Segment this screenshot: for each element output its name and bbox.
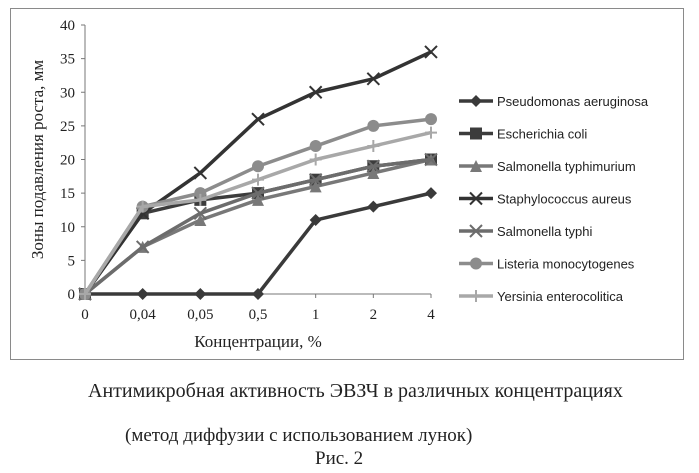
data-point-5-3: [252, 160, 264, 172]
y-tick-label: 0: [68, 287, 76, 303]
legend-label-4: Salmonella typhi: [497, 224, 592, 239]
x-tick-label: 0: [81, 307, 89, 323]
chart-frame: 0 5 10 15 20 25 30 35 40 0 0,04 0,05 0,5 1 2 4 Концентра…: [10, 8, 684, 360]
x-axis-title: Концентрации, %: [194, 332, 321, 351]
data-point-5-5: [367, 120, 379, 132]
series-line-6: [85, 133, 431, 294]
x-tick-label: 1: [312, 307, 320, 323]
y-axis-title: Зоны подавления роста, мм: [28, 60, 47, 260]
legend-marker-1: [470, 128, 482, 140]
legend-marker-6: [470, 290, 482, 302]
data-point-6-3: [252, 174, 264, 186]
x-tick-label: 4: [427, 307, 435, 323]
y-tick-label: 20: [60, 153, 75, 169]
data-point-5-4: [310, 140, 322, 152]
data-point-3-6: [425, 46, 437, 58]
y-tick-label: 40: [60, 18, 75, 34]
legend-label-6: Yersinia enterocolitica: [497, 289, 624, 304]
legend-marker-0: [470, 95, 482, 107]
y-tick-label: 15: [60, 186, 75, 202]
data-point-6-4: [310, 154, 322, 166]
x-tick-label: 2: [370, 307, 378, 323]
data-point-6-6: [425, 127, 437, 139]
data-point-3-2: [194, 167, 206, 179]
y-tick-label: 30: [60, 85, 75, 101]
legend-label-2: Salmonella typhimurium: [497, 159, 636, 174]
legend-label-3: Staphylococcus aureus: [497, 192, 632, 207]
y-tick-label: 10: [60, 220, 75, 236]
data-point-5-6: [425, 113, 437, 125]
x-tick-label: 0,04: [130, 307, 157, 323]
data-point-6-5: [367, 140, 379, 152]
x-tick-label: 0,5: [249, 307, 268, 323]
data-point-0-1: [137, 288, 149, 300]
data-point-3-3: [252, 113, 264, 125]
y-tick-label: 35: [60, 52, 75, 68]
legend-label-5: Listeria monocytogenes: [497, 257, 635, 272]
legend-label-1: Escherichia coli: [497, 127, 587, 142]
line-chart: 0 5 10 15 20 25 30 35 40 0 0,04 0,05 0,5 1 2 4 Концентра…: [11, 9, 685, 361]
legend-label-0: Pseudomonas aeruginosa: [497, 94, 649, 109]
chart-caption: Антимикробная активность ЭВЗЧ в различны…: [88, 380, 623, 403]
data-point-0-6: [425, 187, 437, 199]
figure-label: Рис. 2: [315, 448, 363, 470]
data-point-0-2: [194, 288, 206, 300]
legend-marker-5: [470, 258, 482, 270]
method-caption: (метод диффузии с использованием лунок): [125, 425, 472, 447]
x-tick-label: 0,05: [187, 307, 213, 323]
y-tick-label: 5: [68, 253, 76, 269]
data-point-0-5: [367, 201, 379, 213]
y-tick-label: 25: [60, 119, 75, 135]
